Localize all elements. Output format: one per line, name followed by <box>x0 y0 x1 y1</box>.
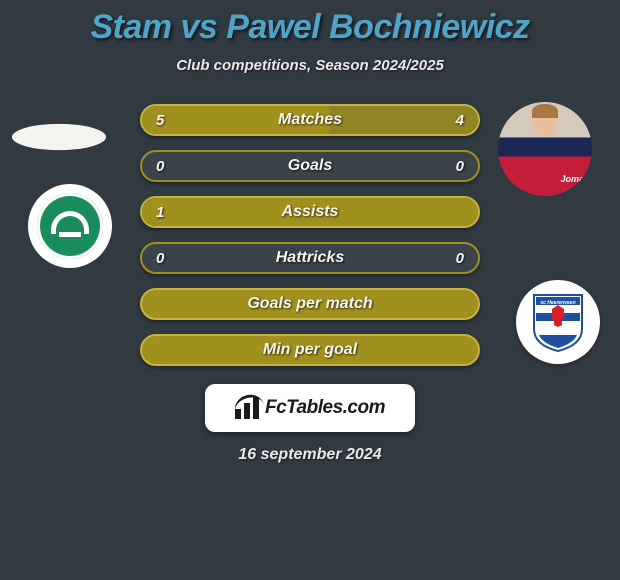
comparison-content: Joma sc Heerenveen 5 Matches 4 0 Goals 0 1 Assi… <box>0 104 620 366</box>
stat-bar: 0 Hattricks 0 <box>140 242 480 274</box>
stat-label: Matches <box>278 111 342 129</box>
player-left-photo <box>12 124 106 150</box>
stat-bar: Min per goal <box>140 334 480 366</box>
stat-right-value: 0 <box>456 250 464 267</box>
stat-label: Hattricks <box>276 249 344 267</box>
stat-right-value: 0 <box>456 158 464 175</box>
heerenveen-icon: sc Heerenveen <box>530 291 586 353</box>
stat-left-value: 0 <box>156 250 164 267</box>
kit-brand-label: Joma <box>560 174 584 184</box>
stat-label: Goals per match <box>247 295 372 313</box>
stat-bar: 5 Matches 4 <box>140 104 480 136</box>
brand-label: FcTables.com <box>265 397 385 419</box>
stat-right-value: 4 <box>456 112 464 129</box>
stat-label: Goals <box>288 157 332 175</box>
groningen-icon <box>37 193 103 259</box>
player-right-photo: Joma <box>498 102 592 196</box>
club-left-badge <box>28 184 112 268</box>
svg-text:sc Heerenveen: sc Heerenveen <box>540 300 575 306</box>
stat-bars: 5 Matches 4 0 Goals 0 1 Assists 0 Hattricks 0 Goals… <box>140 104 480 366</box>
stat-label: Assists <box>282 203 339 221</box>
brand-badge[interactable]: FcTables.com <box>205 384 415 432</box>
stat-left-value: 0 <box>156 158 164 175</box>
page-title: Stam vs Pawel Bochniewicz <box>0 0 620 47</box>
stat-bar: 0 Goals 0 <box>140 150 480 182</box>
stat-left-value: 1 <box>156 204 164 221</box>
footer-date: 16 september 2024 <box>0 446 620 464</box>
subtitle: Club competitions, Season 2024/2025 <box>0 57 620 74</box>
stat-left-value: 5 <box>156 112 164 129</box>
club-right-badge: sc Heerenveen <box>516 280 600 364</box>
fctables-icon <box>235 397 261 419</box>
stat-label: Min per goal <box>263 341 357 359</box>
stat-bar: 1 Assists <box>140 196 480 228</box>
stat-bar: Goals per match <box>140 288 480 320</box>
